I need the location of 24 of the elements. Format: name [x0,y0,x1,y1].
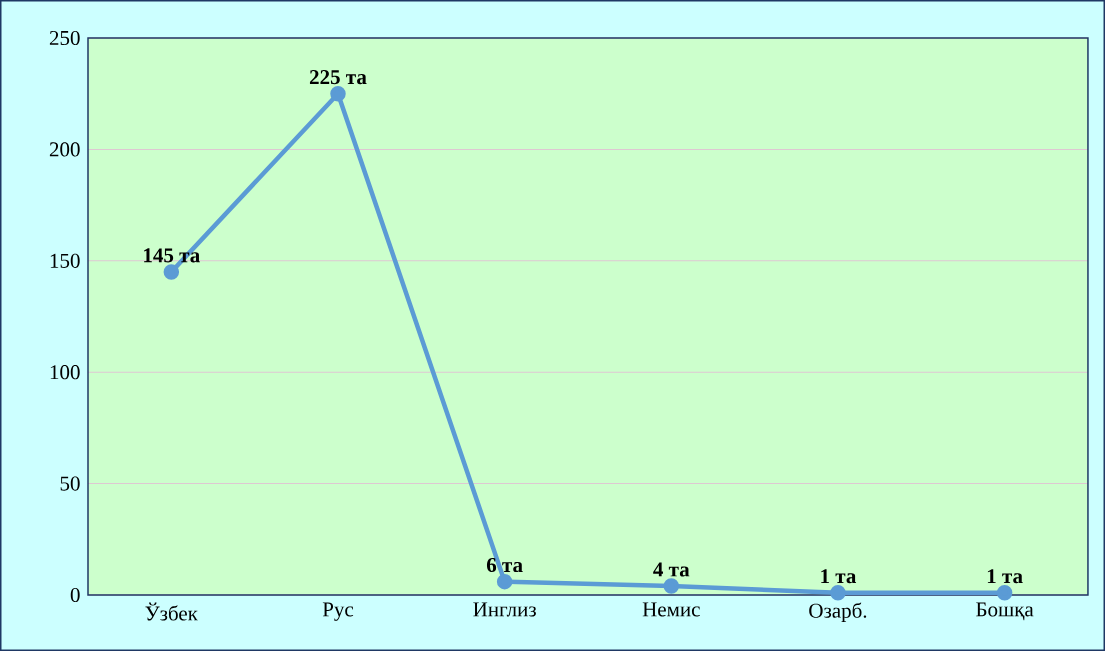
text: 6 та [486,557,523,573]
x-tick-label: Немис [642,602,700,617]
y-tick-label: 200 [49,142,80,157]
text: 1 та [821,569,857,584]
text: 225 та [309,70,367,85]
x-tick-label: Инглиз [473,602,536,617]
text: 145 та [144,248,200,263]
point [496,573,513,590]
point [663,578,680,594]
point [830,585,846,601]
point [163,264,180,280]
x-tick-label: Рус [322,602,354,621]
x-tick-label: Ўзбек [145,602,198,621]
point [330,85,346,102]
x-tick-label: Озарб. [809,602,867,623]
x-tick-label: Бошқа [976,602,1034,621]
y-tick-label: 250 [49,30,80,46]
y-tick-label: 50 [60,476,80,491]
text: 1 та [987,569,1023,584]
y-tick-label: 100 [50,365,80,380]
text: 4 та [653,562,690,577]
point [996,585,1013,601]
y-tick-label: 0 [70,587,80,603]
y-tick-label: 150 [50,253,80,268]
